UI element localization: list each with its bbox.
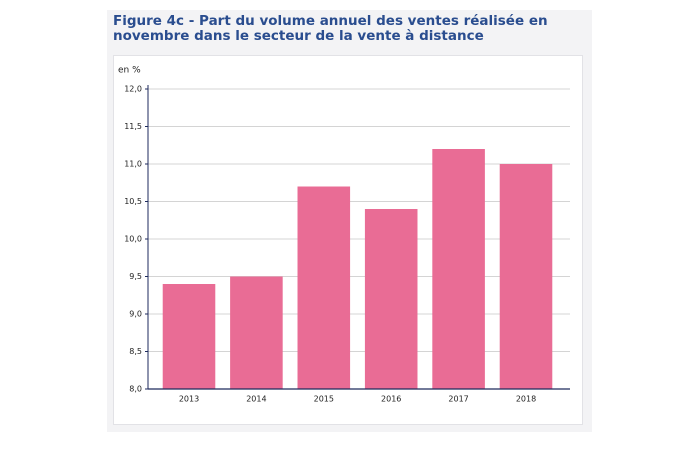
- bar: [297, 186, 351, 389]
- bar: [162, 284, 216, 389]
- chart-title: Figure 4c - Part du volume annuel des ve…: [113, 13, 548, 44]
- y-axis-label: en %: [118, 66, 141, 76]
- y-tick-label: 9,0: [129, 310, 142, 319]
- x-tick-label: 2014: [246, 395, 266, 404]
- y-tick-label: 11,0: [124, 160, 142, 169]
- x-tick-label: 2018: [516, 395, 536, 404]
- bar: [230, 276, 283, 389]
- x-tick-label: 2016: [381, 395, 401, 404]
- y-tick-label: 8,0: [129, 385, 142, 394]
- bar: [432, 149, 485, 389]
- bar: [499, 164, 553, 389]
- y-tick-label: 9,5: [129, 272, 142, 281]
- bar: [364, 209, 418, 389]
- y-tick-label: 8,5: [129, 347, 142, 356]
- y-tick-label: 12,0: [124, 85, 142, 94]
- y-tick-label: 11,5: [124, 122, 142, 131]
- x-tick-label: 2017: [448, 395, 468, 404]
- y-tick-label: 10,0: [124, 235, 142, 244]
- x-tick-label: 2013: [179, 395, 199, 404]
- x-tick-label: 2015: [314, 395, 334, 404]
- y-tick-label: 10,5: [124, 197, 142, 206]
